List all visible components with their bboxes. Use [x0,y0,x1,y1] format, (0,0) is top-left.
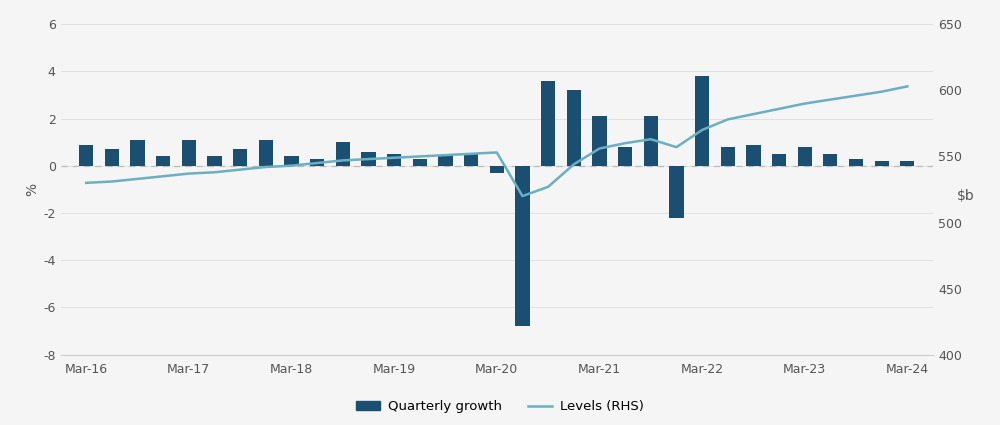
Bar [182,140,196,166]
Bar [669,166,684,218]
Bar [284,156,299,166]
Y-axis label: %: % [25,183,39,196]
Bar [721,147,735,166]
Bar [900,161,914,166]
Bar [849,159,863,166]
Bar [387,154,401,166]
Bar [259,140,273,166]
Bar [644,116,658,166]
Bar [336,142,350,166]
Bar [233,149,247,166]
Y-axis label: $b: $b [957,190,975,204]
Bar [875,161,889,166]
Bar [413,159,427,166]
Bar [515,166,530,326]
Legend: Quarterly growth, Levels (RHS): Quarterly growth, Levels (RHS) [351,395,649,418]
Bar [798,147,812,166]
Bar [207,156,222,166]
Bar [156,156,170,166]
Bar [592,116,607,166]
Bar [438,156,453,166]
Bar [105,149,119,166]
Bar [695,76,709,166]
Bar [772,154,786,166]
Bar [618,147,632,166]
Bar [130,140,145,166]
Bar [79,144,93,166]
Bar [310,159,324,166]
Bar [361,152,376,166]
Bar [746,144,761,166]
Bar [541,81,555,166]
Bar [567,91,581,166]
Bar [464,154,478,166]
Bar [490,166,504,173]
Bar [823,154,837,166]
